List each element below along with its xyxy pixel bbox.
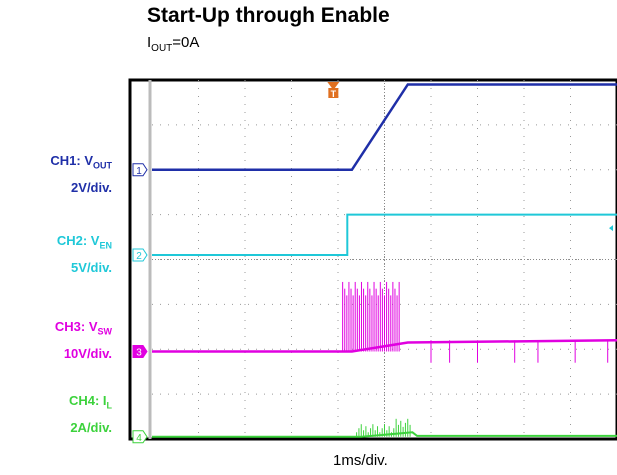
channel-marker-ch2 bbox=[132, 248, 148, 262]
plot-frame bbox=[128, 78, 617, 441]
ch4-scale: 2A/div. bbox=[70, 419, 112, 435]
ch1-name: CH1: V bbox=[50, 153, 93, 168]
trigger-marker-box bbox=[328, 88, 339, 98]
subtitle-rest: =0A bbox=[172, 34, 200, 51]
channel-marker-ch1 bbox=[132, 163, 148, 177]
ch2-name: CH2: V bbox=[56, 233, 100, 248]
chart-subtitle: IOUT=0A bbox=[147, 34, 199, 54]
channel-marker-label: 4 bbox=[136, 433, 142, 444]
ch2-sub: EN bbox=[99, 240, 112, 251]
subtitle-sub: OUT bbox=[151, 43, 173, 54]
chart-title: Start-Up through Enable bbox=[147, 4, 390, 27]
ch4-sub: L bbox=[106, 400, 113, 411]
ch3-sub: SW bbox=[97, 326, 113, 337]
trigger-marker-label: T bbox=[331, 89, 337, 99]
ch1-label: CH1: VOUT 2V/div. bbox=[50, 150, 112, 199]
channel-marker-label: 2 bbox=[136, 251, 142, 262]
ch1-scale: 2V/div. bbox=[71, 179, 112, 195]
channel-marker-ch3 bbox=[132, 344, 148, 358]
channel-marker-ch4 bbox=[132, 430, 148, 444]
ch2-level-arrow-icon bbox=[609, 225, 613, 232]
subtitle-main: I bbox=[147, 34, 152, 51]
trigger-marker-icon bbox=[327, 82, 340, 90]
ch4-name: CH4: I bbox=[68, 393, 107, 408]
ch1-sub: OUT bbox=[93, 160, 112, 171]
ch2-label: CH2: VEN 5V/div. bbox=[57, 230, 112, 279]
ch3-scale: 10V/div. bbox=[63, 345, 112, 361]
trace-ch1 bbox=[152, 83, 617, 172]
ch3-label: CH3: VSW 10V/div. bbox=[55, 316, 112, 365]
ch2-scale: 5V/div. bbox=[71, 259, 112, 275]
trace-ch4 bbox=[152, 431, 617, 438]
channel-marker-label: 3 bbox=[136, 347, 142, 358]
ch3-name: CH3: V bbox=[54, 319, 98, 334]
x-axis-label: 1ms/div. bbox=[333, 452, 388, 469]
ch4-label: CH4: IL 2A/div. bbox=[69, 390, 112, 439]
channel-marker-label: 1 bbox=[136, 166, 142, 177]
trace-ch2 bbox=[152, 213, 617, 256]
